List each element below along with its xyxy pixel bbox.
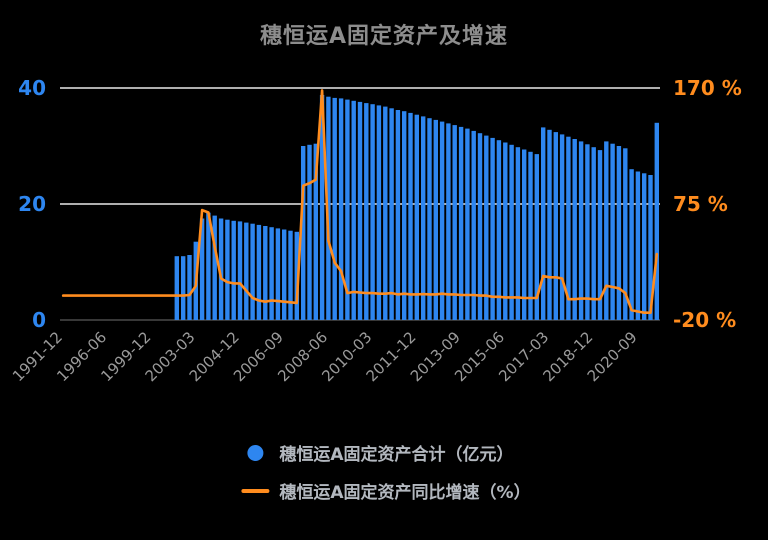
bar [237, 221, 243, 320]
bar [357, 101, 363, 321]
bar [484, 135, 489, 320]
bar [370, 104, 375, 320]
bar [263, 226, 268, 320]
right-axis-tick-label: 75 % [673, 192, 728, 216]
bar [376, 105, 382, 321]
bar [206, 212, 211, 320]
legend-line-marker-icon [237, 488, 273, 493]
bar [623, 148, 628, 320]
bar [509, 144, 514, 320]
bar [458, 126, 464, 321]
bar [364, 103, 369, 320]
bar [199, 218, 205, 320]
bar [275, 228, 281, 320]
bar [218, 218, 224, 320]
bar [332, 97, 337, 321]
bar [231, 220, 236, 320]
bar [528, 151, 533, 320]
bar [421, 116, 426, 321]
bar [616, 146, 622, 320]
bar [490, 137, 495, 320]
bar [604, 141, 609, 320]
left-axis-tick-label: 40 [18, 76, 46, 100]
chart-title: 穗恒运A固定资产及增速 [259, 24, 509, 49]
bar [414, 114, 419, 320]
bar [654, 122, 659, 320]
bar [541, 127, 546, 321]
bar [534, 154, 539, 320]
bar [585, 144, 590, 320]
bar [572, 139, 577, 320]
bar [389, 108, 394, 320]
bar [439, 121, 445, 320]
bar [395, 110, 401, 320]
bar [187, 255, 192, 320]
bar [515, 147, 521, 320]
bar [244, 222, 249, 320]
bar [553, 132, 558, 320]
right-axis-tick-label: 170 % [673, 76, 742, 100]
bar [635, 171, 641, 320]
bar [446, 123, 451, 321]
bar [301, 146, 306, 320]
bar [433, 119, 438, 321]
bar [225, 219, 230, 320]
bar [319, 95, 325, 320]
bar [547, 129, 552, 320]
bar [313, 143, 318, 320]
bar [307, 144, 312, 320]
bar [591, 147, 596, 320]
bar [477, 133, 483, 320]
bar [402, 111, 407, 320]
bar [345, 99, 350, 320]
bar [212, 215, 217, 320]
bar [288, 230, 293, 320]
bar [250, 223, 255, 320]
bar [269, 227, 274, 320]
legend-circle-marker-icon [237, 444, 273, 461]
bar [629, 169, 634, 320]
bar [566, 136, 571, 320]
left-axis-tick-label: 20 [18, 192, 46, 216]
bar [597, 150, 603, 320]
bar [174, 256, 179, 320]
left-axis-tick-label: 0 [32, 308, 46, 332]
legend-item-line[interactable]: 穗恒运A固定资产同比增速（%） [237, 478, 531, 503]
chart-legend: 穗恒运A固定资产合计（亿元） 穗恒运A固定资产同比增速（%） [237, 440, 531, 503]
legend-item-bars[interactable]: 穗恒运A固定资产合计（亿元） [237, 440, 530, 465]
bar [648, 175, 653, 320]
bar [610, 143, 615, 320]
growth-line [61, 89, 659, 315]
bar [427, 118, 432, 320]
bar [383, 106, 388, 320]
bar [256, 224, 262, 320]
bar [496, 140, 502, 320]
bar [465, 128, 470, 320]
bar [452, 125, 457, 320]
bar [642, 173, 647, 320]
bar [559, 134, 565, 320]
bar [326, 96, 331, 320]
bar [408, 112, 413, 321]
right-axis-tick-label: -20 % [673, 308, 736, 332]
bar [503, 142, 508, 320]
bar [522, 149, 527, 320]
bar [294, 231, 299, 320]
bar [578, 141, 584, 320]
legend-label-bars: 穗恒运A固定资产合计（亿元） [279, 445, 514, 465]
bar [338, 98, 344, 321]
bar [351, 100, 356, 320]
legend-label-line: 穗恒运A固定资产同比增速（%） [279, 483, 531, 503]
bar [282, 229, 287, 320]
bar [181, 256, 186, 320]
bar [471, 130, 476, 320]
